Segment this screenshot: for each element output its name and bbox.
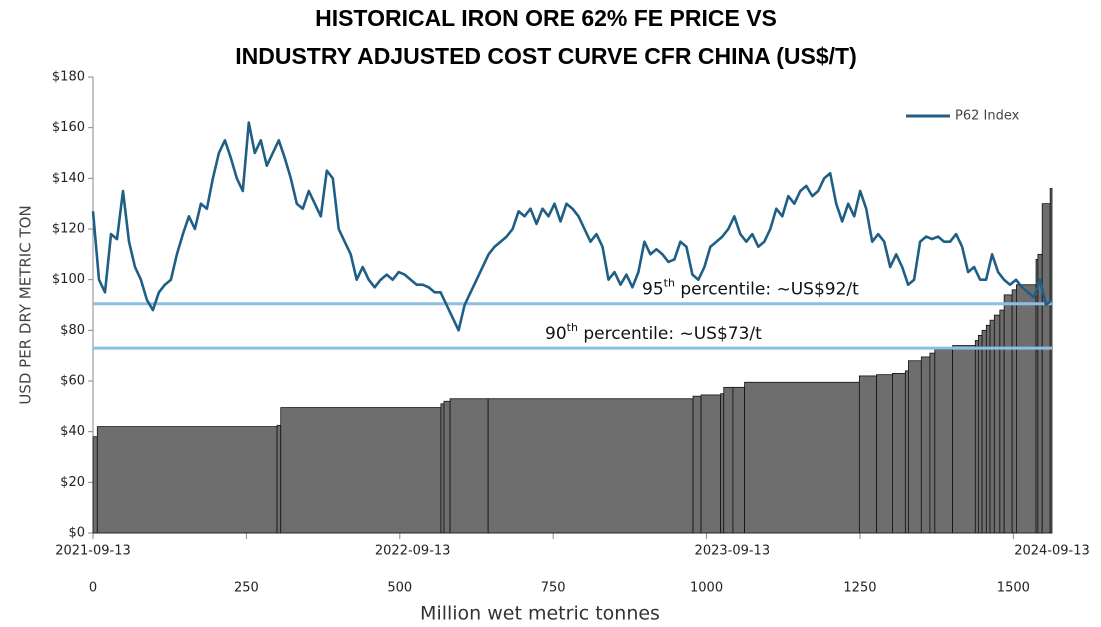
cost-bar	[96, 426, 278, 534]
cost-bar	[92, 436, 98, 534]
cost-bar	[904, 370, 909, 534]
cost-bar	[1041, 203, 1051, 534]
y-axis-label: USD PER DRY METRIC TON	[17, 205, 35, 404]
x-tick-label: 250	[234, 581, 259, 596]
x-tick-label: 500	[387, 581, 412, 596]
date-tick-label: 2022-09-13	[375, 544, 451, 559]
percentile-label-part: 95	[642, 280, 664, 300]
cost-bar	[280, 407, 442, 534]
x-tick-label: 0	[89, 581, 97, 596]
cost-bar	[876, 374, 893, 534]
cost-bar	[952, 345, 976, 534]
cost-bar	[1011, 289, 1017, 534]
cost-bar	[977, 334, 983, 534]
date-tick-label: 2024-09-13	[1014, 544, 1090, 559]
cost-bar	[720, 393, 725, 534]
percentile-label: 90th percentile: ~US$73/t	[545, 321, 762, 345]
cost-bar	[858, 375, 877, 534]
cost-bar	[276, 424, 282, 534]
x-tick-label: 1500	[997, 581, 1030, 596]
cost-bar	[908, 360, 922, 534]
percentile-label-part: 90	[545, 324, 567, 344]
cost-bar	[744, 381, 860, 534]
cost-bar	[487, 398, 694, 534]
legend-label: P62 Index	[955, 109, 1020, 124]
y-tick-label: $180	[52, 70, 85, 85]
cost-bar	[989, 319, 995, 534]
y-tick-label: $160	[52, 120, 85, 135]
x-tick-label: 1000	[690, 581, 723, 596]
percentile-label-part: percentile: ~US$73/t	[578, 324, 762, 344]
chart-title: INDUSTRY ADJUSTED COST CURVE CFR CHINA (…	[235, 43, 856, 69]
percentile-label-part: percentile: ~US$92/t	[675, 280, 859, 300]
cost-bar	[920, 356, 931, 534]
y-tick-label: $80	[60, 323, 85, 338]
y-tick-label: $100	[52, 272, 85, 287]
cost-bar	[443, 400, 451, 534]
cost-bar	[723, 386, 734, 534]
chart-title: HISTORICAL IRON ORE 62% FE PRICE VS	[315, 5, 777, 31]
cost-bar	[440, 403, 445, 534]
date-tick-label: 2023-09-13	[695, 544, 771, 559]
percentile-label-part: th	[567, 321, 578, 334]
y-tick-label: $20	[60, 475, 85, 490]
cost-bar	[985, 324, 991, 534]
cost-bar	[692, 395, 702, 534]
cost-bar	[1003, 294, 1013, 534]
cost-bar	[1016, 284, 1037, 534]
cost-bar	[1037, 253, 1043, 534]
x-axis-label: Million wet metric tonnes	[420, 603, 660, 625]
y-tick-label: $140	[52, 171, 85, 186]
date-tick-label: 2021-09-13	[55, 544, 131, 559]
x-tick-label: 1250	[843, 581, 876, 596]
cost-bar	[700, 394, 722, 534]
cost-bar	[999, 309, 1005, 534]
percentile-label-part: th	[664, 276, 675, 289]
cost-bar	[1049, 188, 1053, 534]
cost-bar	[974, 340, 979, 534]
cost-bar	[449, 398, 489, 534]
y-tick-label: $0	[68, 526, 85, 541]
y-tick-label: $60	[60, 374, 85, 389]
cost-bar	[981, 329, 987, 534]
percentile-label: 95th percentile: ~US$92/t	[642, 276, 859, 300]
cost-bar	[732, 386, 746, 534]
cost-bar	[934, 348, 954, 534]
y-tick-label: $40	[60, 424, 85, 439]
cost-bar	[892, 372, 906, 534]
y-tick-label: $120	[52, 222, 85, 237]
x-tick-label: 750	[541, 581, 566, 596]
cost-bar	[929, 352, 936, 534]
price-line	[91, 121, 1053, 332]
